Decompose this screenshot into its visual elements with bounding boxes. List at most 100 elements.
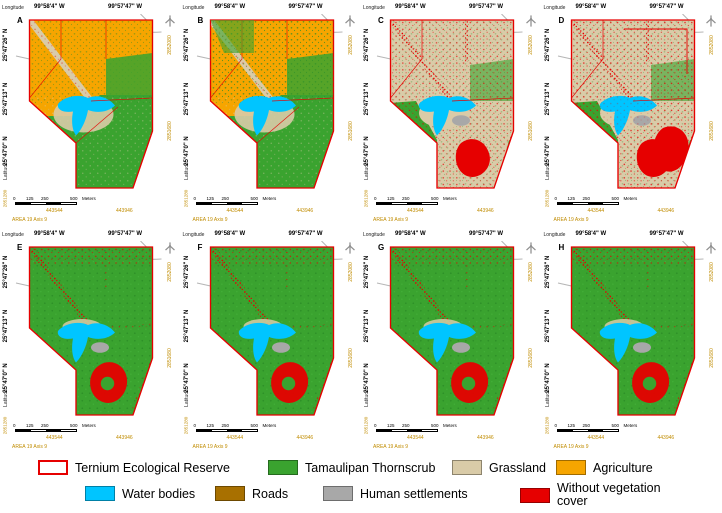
easting-tick: 443544	[226, 435, 244, 441]
legend-item: Ternium Ecological Reserve	[38, 460, 230, 475]
latitude-axis-title: Latitude	[544, 389, 551, 407]
northing-tick: 2852080	[167, 262, 173, 282]
latitude-axis-title: Latitude	[364, 162, 370, 180]
land-cover-map	[374, 14, 524, 194]
scale-tick: 0	[554, 196, 558, 201]
easting-tick: 443946	[116, 435, 133, 441]
scale-tick: 0	[374, 196, 377, 201]
scale-tick: 125	[387, 196, 395, 201]
scale-unit: Meters	[443, 423, 457, 428]
northing-tick: 2851280	[183, 189, 188, 208]
scale-tick: 125	[26, 423, 34, 428]
latitude-tick: 25°47'26" N	[364, 28, 370, 62]
scale-tick: 250	[582, 196, 591, 201]
legend-item: Without vegetation cover	[520, 481, 672, 509]
easting-tick: 443544	[407, 208, 424, 214]
scale-tick: 0	[13, 423, 16, 428]
scale-tick: 125	[387, 423, 395, 428]
easting-tick: 443544	[587, 435, 605, 441]
longitude-tick-left: 99°58'4" W	[575, 231, 607, 237]
scale-tick: 500	[250, 196, 259, 201]
northing-tick: 2851680	[167, 121, 173, 141]
latitude-axis-title: Latitude	[183, 162, 190, 180]
scale-bar: 0 125 250 500 Meters	[554, 423, 652, 435]
longitude-tick-left: 99°58'4" W	[214, 4, 246, 10]
northing-tick: 2852080	[347, 35, 354, 55]
scale-tick: 250	[221, 196, 230, 201]
legend-item: Water bodies	[85, 486, 195, 501]
land-cover-map	[13, 241, 163, 421]
scale-tick: 0	[554, 423, 558, 428]
northing-tick: 2852080	[167, 35, 173, 55]
latitude-tick: 25°47'26" N	[183, 255, 190, 289]
map-panel: Longitude 99°58'4" W 99°57'47" W 25°47'2…	[181, 229, 362, 456]
latitude-tick: 25°47'13" N	[183, 309, 190, 343]
scale-tick: 500	[431, 423, 439, 428]
map-panel: Longitude 99°58'4" W 99°57'47" W 25°47'2…	[542, 2, 722, 229]
latitude-tick: 25°47'13" N	[183, 82, 190, 116]
longitude-axis-title: Longitude	[543, 232, 566, 238]
map-panel: Longitude 99°58'4" W 99°57'47" W 25°47'2…	[0, 2, 181, 229]
scale-tick: 250	[402, 196, 410, 201]
legend-item: Tamaulipan Thornscrub	[268, 460, 435, 475]
latitude-tick: 25°47'13" N	[3, 82, 9, 116]
map-panel: Longitude 99°58'4" W 99°57'47" W 25°47'2…	[181, 2, 362, 229]
longitude-tick-right: 99°57'47" W	[288, 231, 323, 237]
legend-swatch	[452, 460, 482, 475]
easting-tick: 443946	[116, 208, 133, 214]
longitude-tick-right: 99°57'47" W	[288, 4, 323, 10]
legend-label: Without vegetation cover	[557, 481, 661, 509]
northing-tick: 2852080	[347, 262, 354, 282]
longitude-tick-left: 99°58'4" W	[34, 4, 65, 10]
northing-tick: 2851280	[363, 189, 369, 208]
latitude-tick: 25°47'26" N	[183, 28, 190, 62]
latitude-tick: 25°47'26" N	[544, 28, 551, 62]
land-cover-map	[194, 241, 344, 421]
scale-tick: 500	[70, 423, 78, 428]
map-graphic	[194, 241, 344, 421]
area-label: AREA 19 Axis 9	[192, 444, 228, 450]
scale-tick: 250	[221, 423, 230, 428]
legend-swatch	[268, 460, 298, 475]
scale-bar-graphic	[195, 429, 258, 432]
northing-tick: 2851680	[167, 348, 173, 368]
area-label: AREA 19 Axis 9	[553, 444, 589, 450]
longitude-tick-right: 99°57'47" W	[108, 231, 143, 237]
longitude-axis-title: Longitude	[363, 5, 385, 11]
northing-tick: 2851280	[544, 416, 549, 435]
area-label: AREA 19 Axis 9	[12, 217, 48, 223]
scale-unit: Meters	[262, 423, 277, 428]
land-cover-map	[13, 14, 163, 194]
map-graphic	[374, 14, 524, 194]
legend-label: Water bodies	[122, 486, 196, 501]
scale-tick: 125	[567, 196, 576, 201]
scale-tick: 0	[193, 196, 197, 201]
longitude-tick-left: 99°58'4" W	[395, 231, 426, 237]
legend-swatch	[215, 486, 245, 501]
scale-tick: 250	[402, 423, 410, 428]
longitude-axis-title: Longitude	[363, 232, 385, 238]
easting-tick: 443946	[657, 208, 675, 214]
scale-tick: 0	[193, 423, 197, 428]
map-panel: Longitude 99°58'4" W 99°57'47" W 25°47'2…	[361, 229, 542, 456]
map-graphic	[374, 241, 524, 421]
northing-tick: 2852080	[528, 262, 534, 282]
longitude-axis-title: Longitude	[182, 232, 205, 238]
panel-letter: G	[378, 243, 385, 252]
legend-item: Grassland	[452, 460, 546, 475]
scale-bar: 0 125 250 500 Meters	[193, 423, 291, 435]
legend-label: Roads	[252, 486, 289, 501]
scale-bar: 0 125 250 500 Meters	[13, 196, 110, 208]
easting-tick: 443946	[296, 208, 314, 214]
easting-tick: 443946	[657, 435, 675, 441]
longitude-tick-left: 99°58'4" W	[214, 231, 246, 237]
scale-bar-graphic	[556, 202, 619, 205]
northing-tick: 2851280	[2, 189, 8, 208]
northing-tick: 2851680	[528, 121, 534, 141]
scale-tick: 500	[250, 423, 259, 428]
longitude-tick-right: 99°57'47" W	[469, 231, 504, 237]
scale-unit: Meters	[82, 423, 96, 428]
panel-letter: H	[558, 243, 565, 252]
scale-tick: 125	[206, 423, 215, 428]
longitude-axis-title: Longitude	[2, 232, 24, 238]
